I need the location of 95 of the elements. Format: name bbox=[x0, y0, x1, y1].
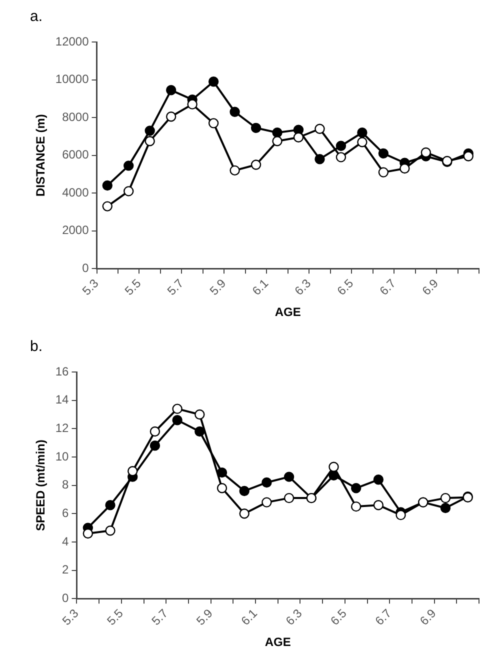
point bbox=[373, 500, 384, 510]
point bbox=[230, 165, 240, 176]
point bbox=[124, 186, 134, 196]
x-tick-label: 6.7 bbox=[376, 276, 399, 298]
point bbox=[373, 474, 384, 485]
point bbox=[378, 148, 389, 159]
x-tick-label: 6.7 bbox=[372, 606, 394, 628]
x-tick-label: 5.7 bbox=[148, 606, 171, 628]
y-tick-label: 8 bbox=[62, 478, 70, 492]
point bbox=[166, 111, 176, 122]
y-axis-title: SPEED (mt/min) bbox=[34, 440, 48, 531]
point bbox=[208, 76, 219, 87]
point bbox=[284, 472, 294, 482]
x-tick-label: 5.7 bbox=[164, 276, 186, 298]
point bbox=[463, 151, 474, 162]
point bbox=[336, 140, 346, 151]
x-tick-label: 6.9 bbox=[417, 606, 439, 628]
point bbox=[350, 483, 362, 494]
point bbox=[336, 152, 346, 162]
x-tick-label: 5.3 bbox=[80, 276, 102, 298]
y-tick-label: 2000 bbox=[62, 223, 90, 238]
y-tick-label: 14 bbox=[55, 392, 70, 407]
point bbox=[128, 466, 138, 476]
point bbox=[124, 160, 134, 171]
point bbox=[314, 154, 325, 164]
point bbox=[284, 492, 294, 504]
point bbox=[262, 497, 272, 508]
point bbox=[187, 99, 198, 110]
point bbox=[239, 486, 250, 496]
x-tick-label: 6.1 bbox=[249, 276, 272, 298]
point bbox=[250, 122, 262, 134]
point bbox=[172, 404, 182, 414]
x-tick-label: 6.5 bbox=[334, 276, 356, 298]
point bbox=[230, 106, 240, 117]
x-tick-label: 6.3 bbox=[282, 606, 305, 628]
y-tick-label: 10000 bbox=[55, 72, 90, 86]
point bbox=[272, 136, 282, 146]
point bbox=[250, 160, 262, 170]
y-tick-label: 16 bbox=[55, 364, 70, 378]
point bbox=[144, 126, 155, 136]
point bbox=[150, 426, 160, 437]
point bbox=[440, 492, 451, 504]
x-tick-label: 6.3 bbox=[292, 276, 314, 298]
x-tick-label: 6.5 bbox=[328, 606, 350, 628]
point bbox=[172, 415, 182, 426]
point bbox=[400, 163, 410, 174]
y-tick-label: 8000 bbox=[62, 110, 90, 124]
point bbox=[272, 128, 282, 138]
x-tick-label: 6.9 bbox=[419, 276, 442, 298]
point bbox=[314, 124, 325, 134]
point bbox=[102, 180, 112, 191]
chart-title: a. bbox=[30, 8, 43, 26]
point bbox=[150, 440, 160, 451]
point bbox=[194, 409, 205, 420]
y-tick-label: 2 bbox=[62, 562, 70, 577]
point bbox=[328, 462, 339, 472]
point bbox=[105, 500, 116, 510]
chart-title: b. bbox=[30, 338, 43, 356]
x-tick-label: 5.5 bbox=[104, 606, 126, 628]
y-tick-label: 4 bbox=[62, 534, 70, 548]
y-tick-label: 0 bbox=[82, 260, 90, 275]
point bbox=[216, 483, 228, 494]
point bbox=[357, 136, 368, 148]
point bbox=[420, 147, 432, 158]
point bbox=[262, 477, 272, 488]
point bbox=[144, 136, 155, 146]
x-axis-title: AGE bbox=[274, 305, 301, 320]
y-axis-title: DISTANCE (m) bbox=[34, 114, 48, 197]
y-tick-label: 6 bbox=[62, 506, 70, 520]
y-tick-label: 12 bbox=[55, 420, 70, 435]
point bbox=[194, 426, 205, 437]
point bbox=[396, 510, 406, 520]
point bbox=[378, 167, 389, 178]
point bbox=[239, 508, 250, 519]
y-tick-label: 4000 bbox=[62, 185, 90, 200]
point bbox=[216, 467, 228, 478]
point bbox=[105, 526, 116, 536]
x-tick-label: 5.9 bbox=[206, 276, 229, 298]
y-tick-label: 0 bbox=[62, 590, 70, 605]
y-tick-label: 10 bbox=[55, 449, 70, 464]
point bbox=[166, 85, 176, 96]
x-axis-title: AGE bbox=[264, 635, 291, 650]
point bbox=[102, 201, 112, 212]
x-tick-label: 5.3 bbox=[60, 606, 82, 628]
y-tick-label: 6000 bbox=[62, 148, 90, 162]
point bbox=[208, 118, 219, 128]
point bbox=[82, 528, 94, 539]
point bbox=[293, 132, 304, 142]
point bbox=[357, 128, 368, 138]
y-tick-label: 12000 bbox=[55, 34, 90, 48]
x-tick-label: 6.1 bbox=[238, 606, 260, 628]
point bbox=[350, 501, 362, 512]
x-tick-label: 5.9 bbox=[194, 606, 216, 628]
point bbox=[440, 502, 451, 514]
x-tick-label: 5.5 bbox=[122, 276, 144, 298]
